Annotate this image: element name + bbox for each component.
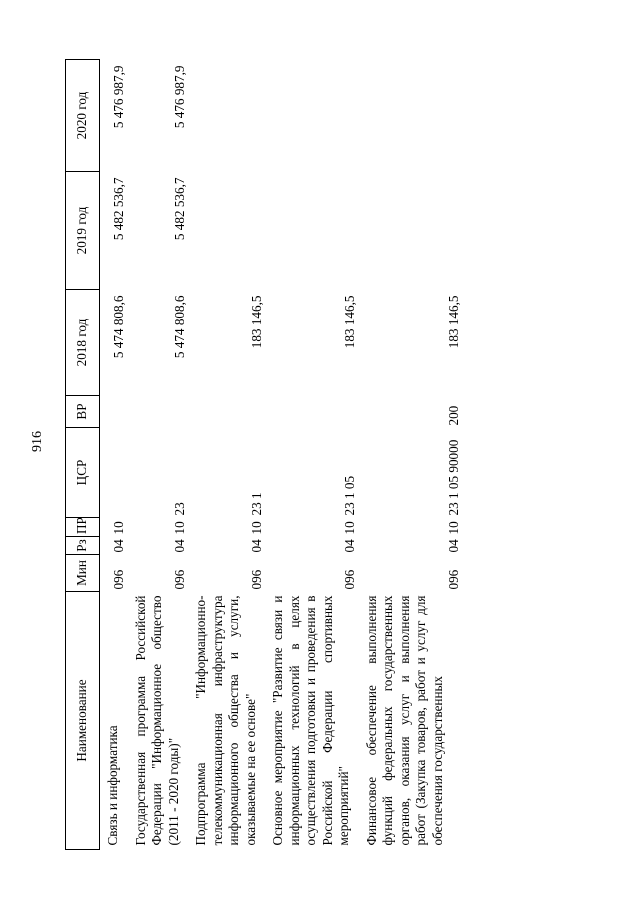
cell-vr xyxy=(128,396,189,428)
header-2019: 2019 год xyxy=(65,171,100,290)
table-row: Подпрограмма "Информационно-телекоммуник… xyxy=(188,60,265,850)
header-min: Мин xyxy=(65,554,100,592)
cell-csr: 23 1 xyxy=(248,492,264,516)
header-2018: 2018 год xyxy=(65,289,100,396)
cell-y2019: 5 482 536,7 xyxy=(171,177,187,241)
cell-y2020 xyxy=(265,60,359,172)
cell-vr: 200 xyxy=(445,405,461,426)
cell-name: Основное мероприятие "Развитие связи и и… xyxy=(270,595,351,846)
cell-y2019: 5 482 536,7 xyxy=(111,177,126,241)
table-row: Государственная программа Российской Фед… xyxy=(128,60,189,850)
cell-min: 096 xyxy=(248,569,264,590)
cell-vr xyxy=(100,396,128,428)
cell-rz: 04 xyxy=(248,539,264,553)
table-row: Финансовое обеспечение выполнения функци… xyxy=(359,60,463,850)
cell-min: 096 xyxy=(342,569,357,590)
header-pr: ПР xyxy=(65,517,100,537)
cell-csr xyxy=(100,428,128,518)
cell-min: 096 xyxy=(171,569,187,590)
header-name: Наименование xyxy=(65,591,100,850)
cell-pr: 10 xyxy=(445,521,461,535)
cell-name: Подпрограмма "Информационно-телекоммуник… xyxy=(193,595,258,846)
cell-name: Связь и информатика xyxy=(105,725,120,846)
cell-name: Финансовое обеспечение выполнения функци… xyxy=(363,595,445,846)
budget-table: Наименование Мин Рз ПР ЦСР ВР 2018 год 2… xyxy=(65,59,462,850)
cell-y2020: 5 476 987,9 xyxy=(171,65,187,129)
cell-rz: 04 xyxy=(445,539,461,553)
cell-pr: 10 xyxy=(342,521,357,535)
cell-pr: 10 xyxy=(111,521,126,535)
header-2020: 2020 год xyxy=(65,59,100,172)
page-number: 916 xyxy=(30,431,45,452)
cell-y2018: 183 146,5 xyxy=(445,295,461,349)
cell-y2018: 5 474 808,6 xyxy=(171,295,187,359)
cell-vr xyxy=(265,396,359,428)
cell-y2020 xyxy=(188,60,265,172)
rotated-page: 916 Наименование Мин Рз ПР ЦСР ВР 2018 г… xyxy=(30,58,640,850)
cell-rz: 04 xyxy=(111,539,126,553)
cell-min: 096 xyxy=(111,569,126,590)
header-vr: ВР xyxy=(65,395,100,428)
cell-y2020 xyxy=(359,60,463,172)
header-csr: ЦСР xyxy=(65,427,100,518)
cell-y2018: 183 146,5 xyxy=(342,295,357,349)
table-row: Связь и информатика 096 04 10 5 474 808,6 5 4… xyxy=(100,60,128,850)
table-row: Основное мероприятие "Развитие связи и и… xyxy=(265,60,359,850)
cell-y2019 xyxy=(188,172,265,290)
cell-rz: 04 xyxy=(171,539,187,553)
cell-csr: 23 1 05 xyxy=(342,475,357,516)
cell-y2018: 183 146,5 xyxy=(248,295,264,349)
cell-pr: 10 xyxy=(171,521,187,535)
cell-y2019 xyxy=(359,172,463,290)
cell-min: 096 xyxy=(445,569,461,590)
cell-pr: 10 xyxy=(248,521,264,535)
cell-name: Государственная программа Российской Фед… xyxy=(132,595,181,846)
cell-rz: 04 xyxy=(342,539,357,553)
cell-y2019 xyxy=(265,172,359,290)
header-row: Наименование Мин Рз ПР ЦСР ВР 2018 год 2… xyxy=(65,59,100,850)
cell-vr xyxy=(188,396,265,428)
cell-y2018: 5 474 808,6 xyxy=(111,295,126,359)
cell-csr: 23 1 05 90000 xyxy=(445,439,461,516)
cell-csr: 23 xyxy=(171,502,187,516)
header-rz: Рз xyxy=(65,536,100,555)
cell-y2020: 5 476 987,9 xyxy=(111,65,126,129)
